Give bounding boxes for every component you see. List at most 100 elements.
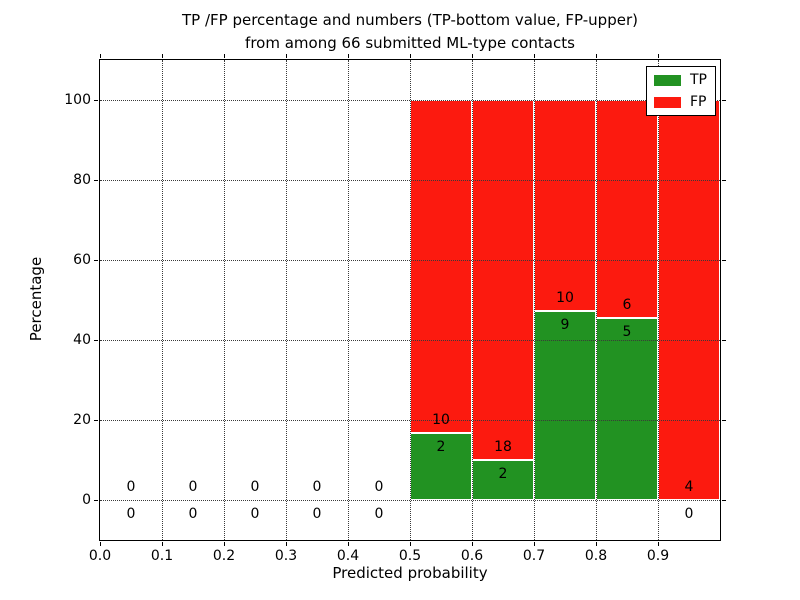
tp-count-label: 5 xyxy=(622,324,632,341)
y-tick-left xyxy=(94,100,98,101)
x-tick-top xyxy=(410,54,411,58)
tp-bar xyxy=(472,460,534,500)
y-tick-right xyxy=(722,180,726,181)
fp-count-label: 4 xyxy=(684,479,694,495)
x-tick-bottom xyxy=(472,542,473,546)
x-tick-label: 0.8 xyxy=(584,548,608,564)
tp-bar xyxy=(534,310,596,500)
x-tick-label: 0.0 xyxy=(88,548,112,564)
x-tick-bottom xyxy=(410,542,411,546)
vertical-gridline xyxy=(658,60,659,540)
fp-count-label: 0 xyxy=(312,479,322,495)
tp-bar xyxy=(410,433,472,500)
x-tick-bottom xyxy=(162,542,163,546)
y-tick-right xyxy=(722,500,726,501)
tp-count-label: 0 xyxy=(188,506,198,522)
bar-labels-layer: 0 0 0 0 0 0 0 0 0 0 10 2 18 2 10 9 6 5 4 0 xyxy=(100,60,720,540)
fp-count-label: 6 xyxy=(622,297,632,314)
y-tick-left xyxy=(94,420,98,421)
fp-count-label: 18 xyxy=(494,439,512,455)
horizontal-gridline xyxy=(100,180,720,181)
tp-count-label: 0 xyxy=(684,506,694,522)
chart-title-line1: TP /FP percentage and numbers (TP-bottom… xyxy=(182,11,638,29)
tp-count-label: 0 xyxy=(374,506,384,522)
x-tick-bottom xyxy=(596,542,597,546)
tp-count-label: 9 xyxy=(560,316,570,333)
vertical-gridline xyxy=(224,60,225,540)
fp-count-label: 0 xyxy=(250,479,260,495)
vertical-gridline xyxy=(472,60,473,540)
x-tick-top xyxy=(534,54,535,58)
horizontal-gridline xyxy=(100,340,720,341)
x-tick-top xyxy=(100,54,101,58)
fp-count-label: 0 xyxy=(126,479,136,495)
vertical-gridline xyxy=(286,60,287,540)
y-tick-label: 100 xyxy=(64,92,91,108)
y-tick-left xyxy=(94,180,98,181)
y-tick-right xyxy=(722,340,726,341)
tp-count-label: 0 xyxy=(312,506,322,522)
x-tick-top xyxy=(224,54,225,58)
x-tick-label: 0.2 xyxy=(212,548,236,564)
tp-count-label: 2 xyxy=(436,439,446,456)
chart-title: TP /FP percentage and numbers (TP-bottom… xyxy=(100,9,720,55)
y-tick-label: 40 xyxy=(73,332,91,348)
x-tick-top xyxy=(658,54,659,58)
x-tick-label: 0.5 xyxy=(398,548,422,564)
tp-bar xyxy=(596,318,658,500)
x-tick-label: 0.4 xyxy=(336,548,360,564)
legend-item-label: FP xyxy=(690,94,707,110)
x-tick-bottom xyxy=(286,542,287,546)
y-tick-right xyxy=(722,420,726,421)
x-tick-label: 0.9 xyxy=(646,548,670,564)
x-tick-top xyxy=(286,54,287,58)
chart-title-line2: from among 66 submitted ML-type contacts xyxy=(245,34,575,52)
fp-count-label: 0 xyxy=(374,479,384,495)
y-tick-label: 20 xyxy=(73,412,91,428)
legend-item-label: TP xyxy=(690,72,707,88)
tp-count-label: 0 xyxy=(126,506,136,522)
vertical-gridline xyxy=(348,60,349,540)
vertical-gridline xyxy=(596,60,597,540)
fp-count-label: 0 xyxy=(188,479,198,495)
x-tick-bottom xyxy=(658,542,659,546)
x-axis-label: Predicted probability xyxy=(332,564,488,582)
legend-item-fp: FP xyxy=(654,95,707,109)
x-tick-label: 0.3 xyxy=(274,548,298,564)
x-tick-label: 0.7 xyxy=(522,548,546,564)
x-tick-label: 0.6 xyxy=(460,548,484,564)
x-tick-bottom xyxy=(224,542,225,546)
x-tick-top xyxy=(472,54,473,58)
horizontal-gridline xyxy=(100,100,720,101)
y-tick-label: 0 xyxy=(82,492,91,508)
x-tick-bottom xyxy=(348,542,349,546)
y-tick-left xyxy=(94,340,98,341)
x-tick-bottom xyxy=(100,542,101,546)
x-tick-top xyxy=(596,54,597,58)
y-tick-label: 60 xyxy=(73,252,91,268)
horizontal-gridline xyxy=(100,420,720,421)
legend: TP FP xyxy=(646,66,716,116)
x-tick-bottom xyxy=(534,542,535,546)
legend-item-tp: TP xyxy=(654,73,707,87)
vertical-gridline xyxy=(534,60,535,540)
y-tick-right xyxy=(722,100,726,101)
vertical-gridline xyxy=(410,60,411,540)
x-tick-top xyxy=(348,54,349,58)
vertical-gridline xyxy=(162,60,163,540)
grid-layer xyxy=(100,60,720,540)
y-tick-left xyxy=(94,500,98,501)
x-tick-top xyxy=(162,54,163,58)
tp-count-label: 0 xyxy=(250,506,260,522)
tp-count-label: 2 xyxy=(498,466,508,482)
x-tick-label: 0.1 xyxy=(150,548,174,564)
horizontal-gridline xyxy=(100,260,720,261)
y-tick-left xyxy=(94,260,98,261)
horizontal-gridline xyxy=(100,500,720,501)
fp-count-label: 10 xyxy=(556,289,574,306)
fp-swatch-icon xyxy=(654,96,681,108)
fp-count-label: 10 xyxy=(432,412,450,429)
y-tick-right xyxy=(722,260,726,261)
plot-area: 0 0 0 0 0 0 0 0 0 0 10 2 18 2 10 9 6 5 4 0 TP FP xyxy=(99,59,721,541)
